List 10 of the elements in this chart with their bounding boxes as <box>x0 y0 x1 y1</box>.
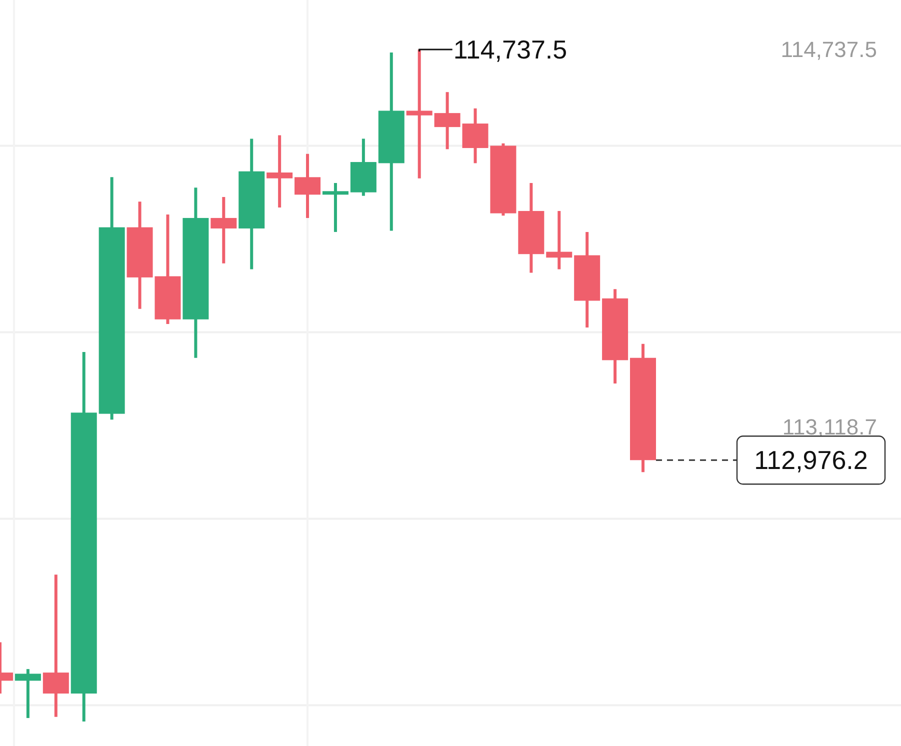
candlestick <box>406 50 432 178</box>
annotation: 114,737.5 <box>453 34 568 65</box>
ref-line-label: 112,976.2 <box>754 445 868 476</box>
candlestick <box>322 183 348 232</box>
candlestick <box>266 135 293 208</box>
candlestick <box>546 210 572 270</box>
y-tick-label: 113,118.7 <box>782 414 877 440</box>
candlestick <box>42 574 69 717</box>
candlestick <box>14 669 41 718</box>
candlestick <box>210 196 237 264</box>
